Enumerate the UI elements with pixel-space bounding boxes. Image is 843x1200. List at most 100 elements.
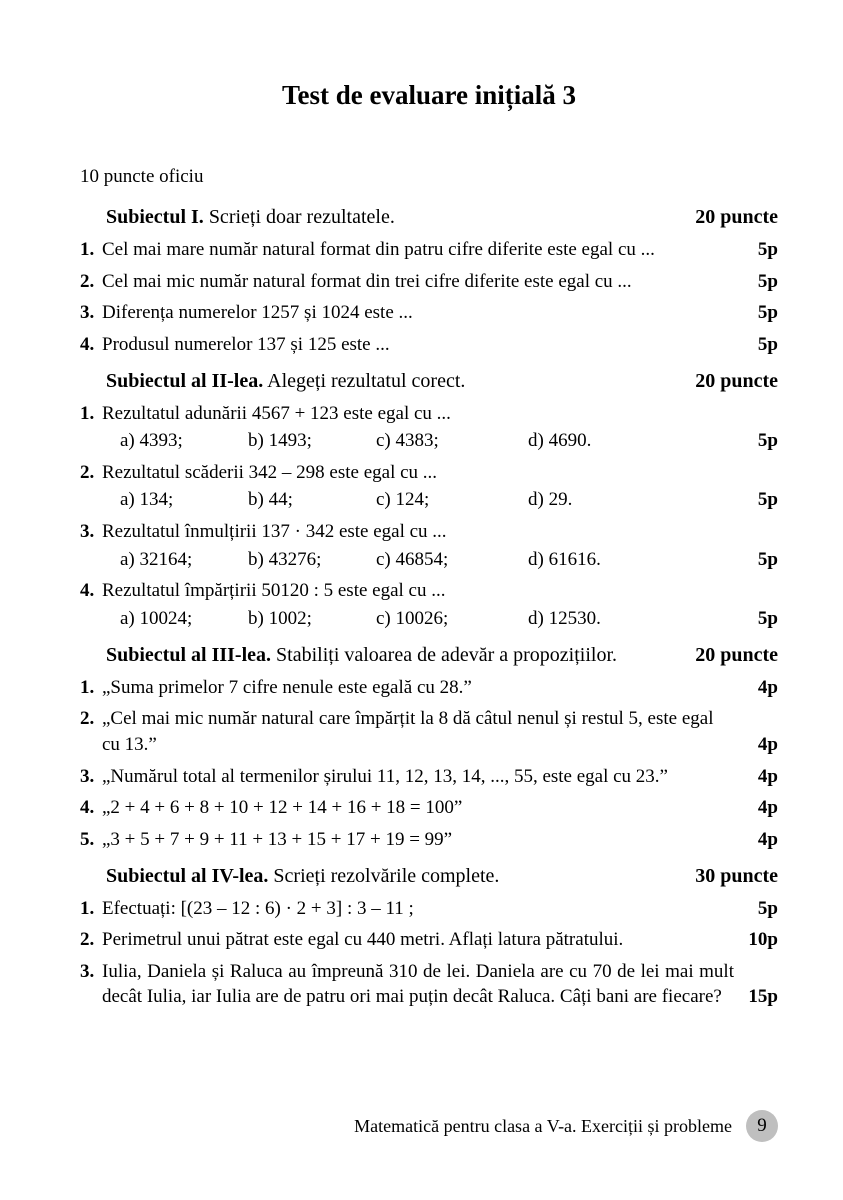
question-number: 1. [80,237,102,263]
option-c: c) 124; [376,487,528,513]
section-4-heading: Subiectul al IV-lea. Scrieți rezolvările… [106,865,778,888]
question-number: 2. [80,460,102,486]
question-number: 3. [80,300,102,326]
question-points: 5p [734,237,778,263]
question-text: „Cel mai mic număr natural care împărțit… [102,706,734,757]
option-a: a) 134; [120,487,248,513]
section-3-label: Subiectul al III-lea. [106,644,271,666]
question-points: 4p [734,827,778,853]
section-4-instr: Scrieți rezolvările complete. [268,865,499,887]
option-a: a) 10024; [120,606,248,632]
question-points: 5p [734,547,778,573]
question-number: 2. [80,269,102,295]
question-number: 4. [80,332,102,358]
s4-q2: 2. Perimetrul unui pătrat este egal cu 4… [80,927,778,953]
question-number: 1. [80,401,102,427]
section-2-heading: Subiectul al II-lea. Alegeți rezultatul … [106,370,778,393]
question-number: 4. [80,795,102,821]
s2-q1: 1. Rezultatul adunării 4567 + 123 este e… [80,401,778,454]
free-points-line: 10 puncte oficiu [80,166,778,188]
question-points: 4p [734,795,778,821]
question-text: Produsul numerelor 137 și 125 este ... [102,332,734,358]
option-b: b) 1002; [248,606,376,632]
question-number: 3. [80,959,102,985]
question-points: 4p [734,675,778,701]
question-number: 1. [80,675,102,701]
question-text: „Numărul total al termenilor șirului 11,… [102,764,734,790]
question-points: 5p [734,269,778,295]
page-title: Test de evaluare inițială 3 [80,80,778,111]
option-a: a) 32164; [120,547,248,573]
page-footer: Matematică pentru clasa a V-a. Exerciții… [354,1110,778,1142]
question-number: 3. [80,764,102,790]
s4-q3: 3. Iulia, Daniela și Raluca au împreună … [80,959,778,1010]
option-c: c) 46854; [376,547,528,573]
question-text: Diferența numerelor 1257 și 1024 este ..… [102,300,734,326]
question-points: 5p [734,428,778,454]
question-text: Cel mai mic număr natural format din tre… [102,269,734,295]
question-text: „3 + 5 + 7 + 9 + 11 + 13 + 15 + 17 + 19 … [102,827,734,853]
question-text: „2 + 4 + 6 + 8 + 10 + 12 + 14 + 16 + 18 … [102,795,734,821]
s1-q1: 1. Cel mai mare număr natural format din… [80,237,778,263]
question-points: 15p [734,984,778,1010]
section-2-points: 20 puncte [695,370,778,393]
mc-options: a) 10024; b) 1002; c) 10026; d) 12530. [120,606,601,632]
question-number: 1. [80,896,102,922]
question-number: 3. [80,519,102,545]
question-points: 4p [734,732,778,758]
question-text: Cel mai mare număr natural format din pa… [102,237,734,263]
question-number: 2. [80,706,102,732]
section-2-instr: Alegeți rezultatul corect. [263,370,465,392]
question-points: 5p [734,300,778,326]
option-d: d) 4690. [528,428,591,454]
option-b: b) 43276; [248,547,376,573]
question-text: Rezultatul înmulțirii 137 · 342 este ega… [102,519,734,545]
footer-text: Matematică pentru clasa a V-a. Exerciții… [354,1116,732,1137]
section-3-heading: Subiectul al III-lea. Stabiliți valoarea… [106,644,778,667]
mc-options: a) 134; b) 44; c) 124; d) 29. [120,487,572,513]
s2-q2: 2. Rezultatul scăderii 342 – 298 este eg… [80,460,778,513]
question-number: 5. [80,827,102,853]
question-text: Rezultatul împărțirii 50120 : 5 este ega… [102,578,734,604]
page-number-circle: 9 [746,1110,778,1142]
section-3-instr: Stabiliți valoarea de adevăr a propoziți… [271,644,617,666]
option-b: b) 44; [248,487,376,513]
question-text: Perimetrul unui pătrat este egal cu 440 … [102,927,734,953]
question-points: 4p [734,764,778,790]
page: Test de evaluare inițială 3 10 puncte of… [0,0,843,1200]
question-text: Rezultatul scăderii 342 – 298 este egal … [102,460,734,486]
question-number: 4. [80,578,102,604]
section-4-label: Subiectul al IV-lea. [106,865,268,887]
option-d: d) 61616. [528,547,601,573]
option-d: d) 12530. [528,606,601,632]
question-text: Efectuați: [(23 – 12 : 6) · 2 + 3] : 3 –… [102,896,734,922]
s2-q3: 3. Rezultatul înmulțirii 137 · 342 este … [80,519,778,572]
question-points: 5p [734,487,778,513]
s4-q1: 1. Efectuați: [(23 – 12 : 6) · 2 + 3] : … [80,896,778,922]
question-text: Iulia, Daniela și Raluca au împreună 310… [102,959,734,1010]
section-2-label: Subiectul al II-lea. [106,370,263,392]
section-1-instr: Scrieți doar rezultatele. [204,206,395,228]
option-b: b) 1493; [248,428,376,454]
s3-q2: 2. „Cel mai mic număr natural care împăr… [80,706,778,757]
s1-q4: 4. Produsul numerelor 137 și 125 este ..… [80,332,778,358]
question-points: 5p [734,896,778,922]
section-4-points: 30 puncte [695,865,778,888]
s3-q4: 4. „2 + 4 + 6 + 8 + 10 + 12 + 14 + 16 + … [80,795,778,821]
s1-q3: 3. Diferența numerelor 1257 și 1024 este… [80,300,778,326]
s1-q2: 2. Cel mai mic număr natural format din … [80,269,778,295]
option-d: d) 29. [528,487,572,513]
option-a: a) 4393; [120,428,248,454]
question-text: „Suma primelor 7 cifre nenule este egală… [102,675,734,701]
mc-options: a) 32164; b) 43276; c) 46854; d) 61616. [120,547,601,573]
question-points: 10p [734,927,778,953]
question-points: 5p [734,332,778,358]
question-points: 5p [734,606,778,632]
question-text: Rezultatul adunării 4567 + 123 este egal… [102,401,734,427]
section-3-points: 20 puncte [695,644,778,667]
s2-q4: 4. Rezultatul împărțirii 50120 : 5 este … [80,578,778,631]
s3-q1: 1. „Suma primelor 7 cifre nenule este eg… [80,675,778,701]
mc-options: a) 4393; b) 1493; c) 4383; d) 4690. [120,428,591,454]
s3-q5: 5. „3 + 5 + 7 + 9 + 11 + 13 + 15 + 17 + … [80,827,778,853]
option-c: c) 4383; [376,428,528,454]
